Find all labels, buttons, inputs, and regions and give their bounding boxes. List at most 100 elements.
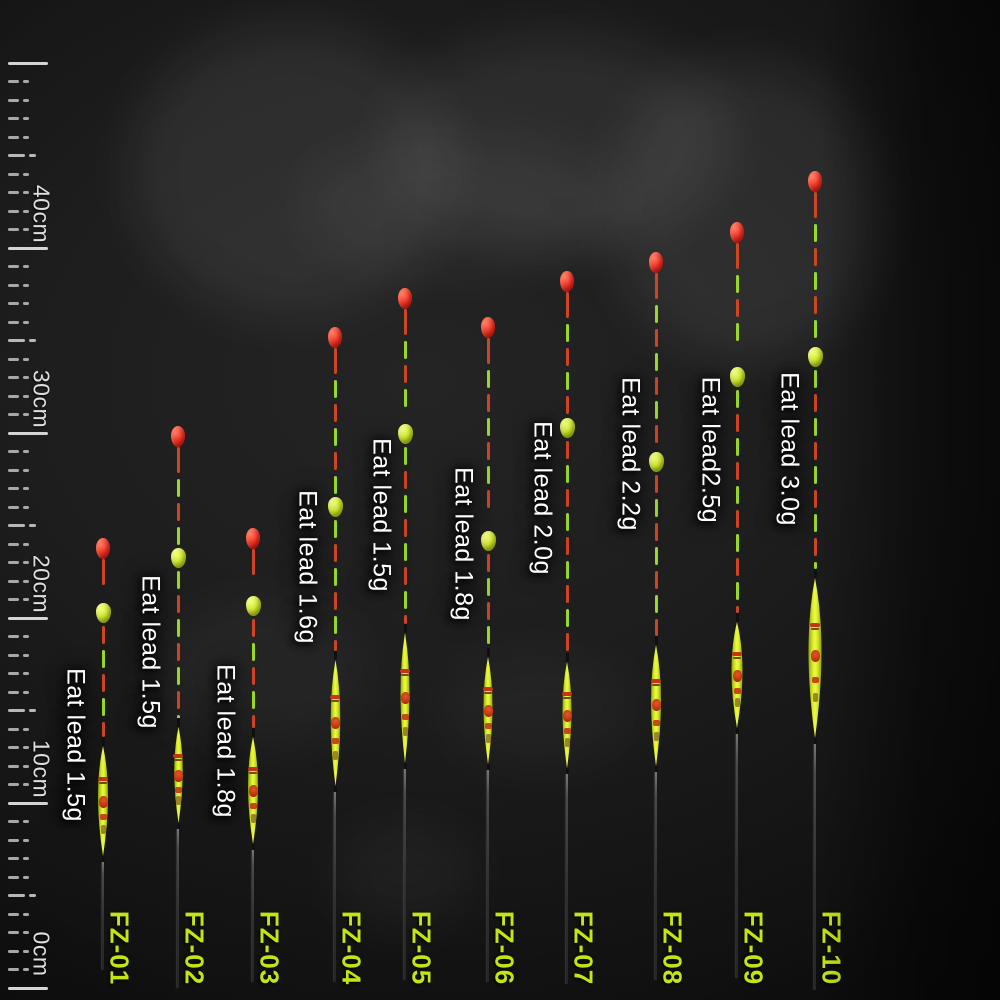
- antenna-segment: [565, 633, 569, 651]
- ruler-tick-minor: [8, 98, 19, 102]
- body-graphic-mark: [248, 785, 258, 798]
- model-label: FZ-08: [657, 910, 688, 986]
- body-text-mark: [175, 796, 181, 806]
- antenna-segment: [735, 582, 739, 600]
- float-tip: [481, 317, 495, 338]
- float-bead: [95, 603, 111, 623]
- antenna-segment: [735, 534, 739, 552]
- antenna-segment: [813, 514, 817, 532]
- float-keel: [655, 772, 657, 980]
- ruler-tick-minor: [23, 228, 29, 231]
- antenna-segment: [813, 442, 817, 460]
- model-label: FZ-09: [738, 910, 769, 986]
- antenna-segment: [813, 418, 817, 436]
- body-graphic-mark: [330, 716, 340, 729]
- model-label: FZ-04: [336, 910, 367, 986]
- model-label: FZ-06: [489, 910, 520, 986]
- lead-weight-label: Eat lead 2.0g: [528, 421, 557, 575]
- body-logo-mark: [811, 627, 819, 630]
- antenna-segment: [654, 475, 658, 493]
- body-logo-mark: [248, 766, 258, 771]
- ruler-tick-minor: [23, 875, 29, 879]
- antenna-segment: [813, 248, 817, 266]
- ruler-tick-minor: [23, 376, 29, 379]
- ruler-tick-minor: [8, 561, 19, 564]
- ruler-tick-minor: [8, 228, 19, 231]
- antenna-segment: [654, 595, 658, 613]
- ruler-tick-medium: [8, 154, 25, 157]
- antenna-segment: [565, 489, 569, 507]
- antenna-segment: [333, 616, 337, 634]
- antenna-segment: [565, 324, 569, 342]
- ruler-tick-minor: [23, 283, 29, 287]
- body-logo-mark: [563, 696, 571, 699]
- ruler-tick-minor: [8, 598, 19, 601]
- ruler-tick-minor: [23, 487, 29, 490]
- body-logo-mark: [98, 776, 108, 781]
- float-tip: [246, 528, 260, 549]
- float-neck: [654, 636, 658, 645]
- float-keel: [814, 744, 816, 990]
- ruler-tick-minor: [8, 209, 19, 213]
- body-text-mark: [812, 693, 818, 703]
- background-blob: [300, 140, 620, 270]
- antenna-segment: [333, 592, 337, 610]
- ruler-tick-medium: [29, 524, 36, 527]
- antenna-segment: [403, 495, 407, 513]
- antenna-segment: [486, 578, 490, 596]
- ruler-tick-minor: [23, 690, 29, 694]
- ruler-tick-minor: [8, 265, 19, 268]
- float-tail: [333, 786, 337, 792]
- antenna-segment: [101, 626, 105, 644]
- body-text-mark: [402, 726, 408, 736]
- ruler-tick-minor: [23, 746, 29, 749]
- antenna-segment: [403, 365, 407, 383]
- ruler-tick-minor: [23, 135, 29, 139]
- float-keel: [736, 734, 738, 978]
- float-tail: [403, 763, 407, 769]
- antenna-segment: [486, 394, 490, 412]
- antenna-segment: [403, 519, 407, 537]
- antenna-segment: [333, 476, 337, 494]
- ruler-tick-minor: [23, 265, 29, 268]
- float-tail: [565, 768, 569, 774]
- float-bead: [327, 497, 343, 517]
- ruler-tick-minor: [23, 598, 29, 601]
- antenna-segment: [486, 490, 490, 508]
- antenna-segment: [565, 348, 569, 366]
- antenna-segment: [333, 404, 337, 422]
- ruler-tick-major: [8, 431, 48, 435]
- ruler-label-10cm: 10cm: [28, 739, 55, 799]
- antenna-segment: [251, 643, 255, 661]
- antenna-segment: [654, 329, 658, 347]
- float-neck: [403, 624, 407, 633]
- antenna-segment: [735, 275, 739, 293]
- lead-weight-label: Eat lead 2.2g: [616, 377, 645, 531]
- ruler-tick-minor: [8, 764, 19, 768]
- ruler-tick-minor: [8, 672, 19, 675]
- antenna-segment: [176, 447, 180, 473]
- ruler-tick-minor: [23, 468, 29, 472]
- body-text-mark: [485, 734, 491, 744]
- antenna-segment: [813, 490, 817, 508]
- antenna-segment: [176, 643, 180, 661]
- antenna-segment: [403, 615, 407, 624]
- ruler-tick-minor: [8, 135, 19, 139]
- float-tip: [649, 252, 663, 273]
- ruler-tick-minor: [8, 80, 19, 83]
- body-graphic-mark: [810, 650, 820, 662]
- float-keel: [487, 770, 489, 982]
- ruler-tick-minor: [8, 783, 19, 786]
- antenna-segment: [654, 353, 658, 371]
- body-logo-mark: [330, 695, 340, 700]
- antenna-segment: [565, 609, 569, 627]
- antenna-segment: [654, 305, 658, 323]
- model-label: FZ-10: [816, 910, 847, 986]
- antenna-segment: [333, 348, 337, 374]
- float-bead: [648, 452, 664, 472]
- float-keel: [102, 862, 104, 970]
- antenna-segment: [813, 224, 817, 242]
- float-neck: [486, 648, 490, 657]
- body-logo-mark: [249, 771, 257, 774]
- ruler-tick-minor: [8, 635, 19, 638]
